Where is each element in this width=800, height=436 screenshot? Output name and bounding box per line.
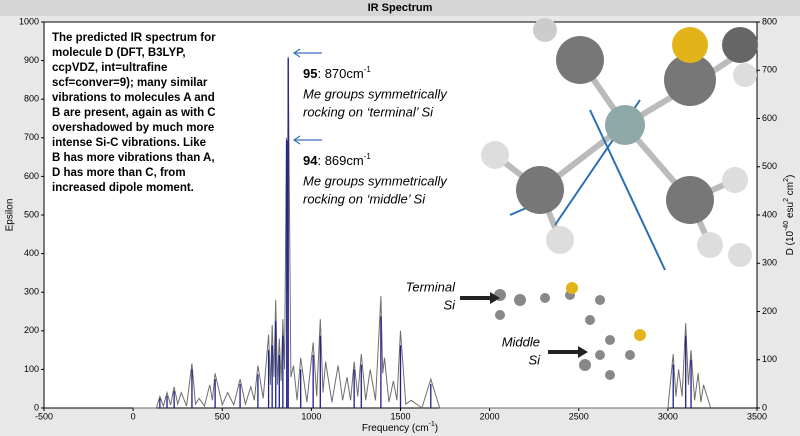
y2-label-part: ) xyxy=(785,175,796,178)
y2-tick-label: 600 xyxy=(762,113,777,123)
x-tick-label: 3500 xyxy=(747,411,767,421)
y2-label-part: 2 xyxy=(783,178,790,182)
description-line: overshadowed by much more xyxy=(52,122,214,134)
x-tick-label: 2500 xyxy=(569,411,589,421)
description-line: increased dipole moment. xyxy=(52,182,194,194)
chart-title: IR Spectrum xyxy=(368,2,433,14)
x-axis-label: Frequency (cm-1) xyxy=(362,421,438,434)
y2-tick-label: 0 xyxy=(762,402,767,412)
atom-label: Terminal xyxy=(406,279,456,294)
y-tick-label: 1000 xyxy=(19,16,39,26)
description-line: molecule D (DFT, B3LYP, xyxy=(52,47,186,59)
atom-label: Middle xyxy=(502,334,540,349)
annotation-sup: -1 xyxy=(364,65,372,74)
y2-tick-label: 800 xyxy=(762,16,777,26)
description-line: intense Si-C vibrations. Like xyxy=(52,137,206,149)
x-tick-label: 500 xyxy=(215,411,230,421)
y-tick-label: 700 xyxy=(24,132,39,142)
description-line: ccpVDZ, int=ultrafine xyxy=(52,62,167,74)
description-line: B has more vibrations than A, xyxy=(52,152,215,164)
y-tick-label: 100 xyxy=(24,364,39,374)
y-tick-label: 400 xyxy=(24,248,39,258)
annotation-freq: : 869cm xyxy=(317,153,363,168)
title-bar xyxy=(0,0,800,16)
y2-tick-label: 200 xyxy=(762,306,777,316)
y-tick-label: 300 xyxy=(24,287,39,297)
y2-label-part: 2 xyxy=(783,198,790,202)
y2-tick-label: 100 xyxy=(762,354,777,364)
molecule-illustration xyxy=(292,18,758,380)
y-tick-label: 500 xyxy=(24,209,39,219)
y2-tick-label: 300 xyxy=(762,258,777,268)
description-line: vibrations to molecules A and xyxy=(52,92,215,104)
y2-label-part: cm xyxy=(785,182,796,198)
y2-label-part: esu xyxy=(785,202,796,221)
atom-label: Si xyxy=(443,297,456,312)
annotation-line: Me groups symmetrically xyxy=(303,86,448,101)
description-line: D has more than C, from xyxy=(52,167,186,179)
y2-tick-label: 400 xyxy=(762,209,777,219)
y-tick-label: 900 xyxy=(24,55,39,65)
y-tick-label: 600 xyxy=(24,171,39,181)
series-group xyxy=(133,56,712,409)
annotation-heading: 95: 870cm-1 xyxy=(303,65,371,81)
annotation-sup: -1 xyxy=(364,152,372,161)
x-tick-label: 3000 xyxy=(658,411,678,421)
annotation-line: rocking on ‘middle’ Si xyxy=(303,191,426,206)
y2-axis-label: D (10-40 esu2 cm2) xyxy=(783,175,796,256)
y2-label-part: D (10 xyxy=(785,230,796,255)
y-tick-label: 800 xyxy=(24,94,39,104)
description-line: The predicted IR spectrum for xyxy=(52,32,216,44)
annotation-line: Me groups symmetrically xyxy=(303,173,448,188)
y2-tick-label: 500 xyxy=(762,161,777,171)
x-label-end: ) xyxy=(435,423,438,434)
spectrum-line xyxy=(133,56,712,409)
x-tick-label: 2000 xyxy=(480,411,500,421)
description-line: scf=conver=9); many similar xyxy=(52,77,208,89)
x-tick-label: 1000 xyxy=(301,411,321,421)
x-label-text: Frequency (cm xyxy=(362,423,429,434)
annotation-freq: : 870cm xyxy=(317,66,363,81)
y-axis-label: Epsilon xyxy=(5,199,16,232)
annotation-mode: 94 xyxy=(303,153,318,168)
atom-label: Si xyxy=(528,352,541,367)
y2-tick-label: 700 xyxy=(762,65,777,75)
description-line: B are present, again as with C xyxy=(52,107,216,119)
annotation-heading: 94: 869cm-1 xyxy=(303,152,371,168)
annotation-line: rocking on ‘terminal’ Si xyxy=(303,104,434,119)
x-tick-label: -500 xyxy=(35,411,53,421)
annotation-mode: 95 xyxy=(303,66,317,81)
x-tick-label: 1500 xyxy=(390,411,410,421)
x-tick-label: 0 xyxy=(131,411,136,421)
ticks: -500 0 500 1000 1500 2000 2500 3000 350001002003… xyxy=(19,16,777,421)
x-label-sup: -1 xyxy=(429,421,435,428)
y2-label-part: -40 xyxy=(783,221,790,231)
y-tick-label: 0 xyxy=(34,402,39,412)
y-tick-label: 200 xyxy=(24,325,39,335)
